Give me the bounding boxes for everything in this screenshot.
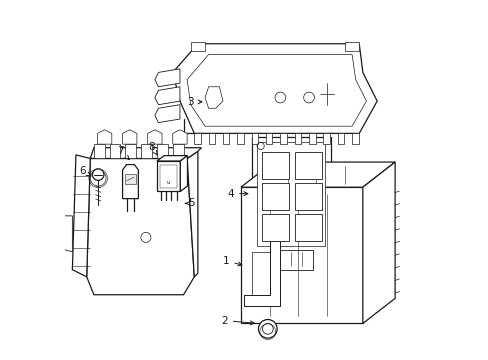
Polygon shape [180, 156, 187, 192]
Text: 3: 3 [187, 97, 202, 107]
Polygon shape [351, 134, 358, 144]
Bar [262, 152, 289, 179]
Polygon shape [172, 44, 376, 134]
Polygon shape [241, 187, 362, 323]
Polygon shape [72, 155, 90, 277]
Polygon shape [157, 156, 187, 161]
Polygon shape [237, 134, 244, 144]
Circle shape [92, 169, 104, 180]
Polygon shape [187, 151, 198, 277]
Bar [269, 250, 312, 270]
Polygon shape [97, 130, 112, 144]
Bar [251, 137, 330, 252]
Polygon shape [125, 144, 136, 158]
Bar [257, 142, 325, 246]
Polygon shape [155, 105, 180, 123]
Text: u: u [166, 180, 170, 185]
Bar [294, 214, 321, 241]
Text: 8: 8 [148, 142, 157, 155]
Bar [157, 161, 180, 192]
Polygon shape [204, 87, 223, 108]
Polygon shape [294, 134, 301, 144]
Circle shape [90, 170, 106, 186]
Bar [294, 183, 321, 210]
Polygon shape [241, 162, 394, 187]
Polygon shape [122, 165, 138, 199]
Circle shape [258, 319, 277, 338]
Polygon shape [362, 162, 394, 323]
Polygon shape [308, 134, 315, 144]
Polygon shape [323, 134, 329, 144]
Polygon shape [155, 69, 180, 87]
Text: 2: 2 [221, 316, 254, 325]
Bar [344, 42, 359, 51]
Polygon shape [172, 130, 187, 144]
Polygon shape [122, 130, 137, 144]
Text: 6: 6 [79, 166, 91, 176]
Polygon shape [337, 134, 344, 144]
Polygon shape [86, 158, 194, 295]
Bar [190, 42, 204, 51]
Bar [262, 183, 289, 210]
Bar [262, 214, 289, 241]
Polygon shape [141, 144, 152, 158]
Polygon shape [265, 134, 272, 144]
Polygon shape [280, 134, 286, 144]
Polygon shape [194, 134, 201, 144]
Text: 1: 1 [223, 256, 242, 266]
Polygon shape [155, 87, 180, 105]
Polygon shape [244, 241, 280, 306]
Polygon shape [157, 144, 167, 158]
Text: 5: 5 [185, 198, 194, 208]
Bar [294, 152, 321, 179]
Polygon shape [147, 130, 162, 144]
Polygon shape [94, 144, 104, 158]
Bar [125, 174, 136, 184]
Text: 7: 7 [117, 145, 129, 159]
Text: 4: 4 [227, 189, 247, 199]
Polygon shape [109, 144, 120, 158]
Polygon shape [208, 134, 215, 144]
Polygon shape [187, 54, 366, 126]
Polygon shape [251, 134, 258, 144]
Polygon shape [58, 216, 72, 252]
Polygon shape [90, 148, 201, 158]
Bar [160, 165, 177, 188]
Polygon shape [223, 134, 229, 144]
Polygon shape [172, 144, 183, 158]
